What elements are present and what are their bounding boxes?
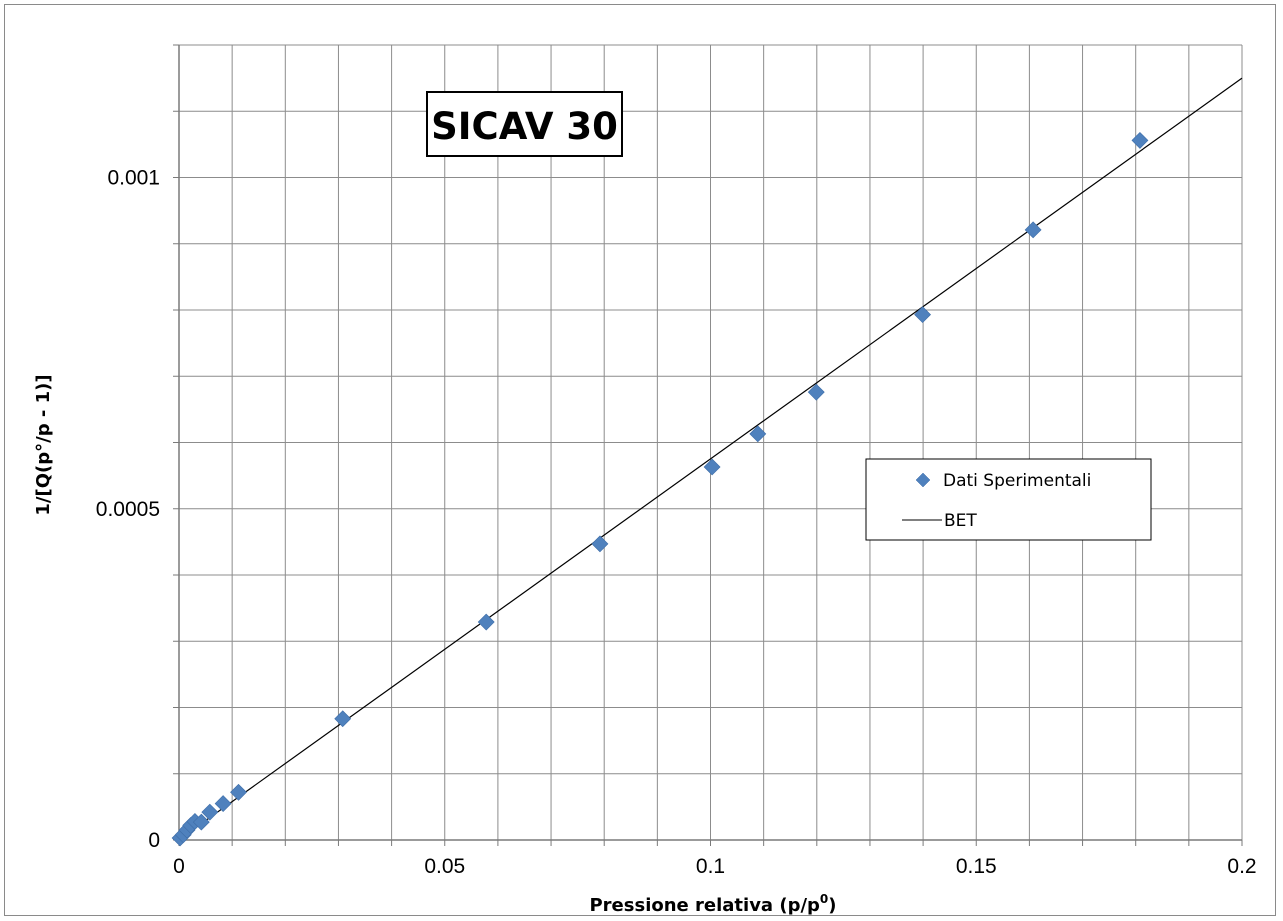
- x-tick-label: 0: [173, 855, 185, 878]
- bet-fit-line: [178, 77, 1243, 841]
- data-point: [914, 306, 931, 324]
- chart-title-box: SICAV 30: [426, 91, 623, 157]
- data-point: [192, 813, 210, 831]
- series: [171, 77, 1243, 847]
- y-axis-title: 1/[Q(p°/p - 1)]: [33, 374, 54, 515]
- legend-item-experimental: Dati Sperimentali: [915, 471, 1091, 491]
- data-point: [230, 783, 247, 801]
- legend-item-bet: BET: [902, 511, 977, 531]
- legend-label-bet: BET: [944, 511, 977, 531]
- chart-title: SICAV 30: [431, 105, 618, 148]
- plot-svg: 0 0.05 0.1 0.15 0.2 0 0.0005 0.001 SICAV 30 1/…: [33, 44, 1257, 916]
- x-tick-label: 0.05: [424, 855, 465, 878]
- data-point: [334, 710, 352, 728]
- x-axis-title-main: Pressione relativa (p/p: [589, 895, 820, 916]
- plot-area: 0 0.05 0.1 0.15 0.2 0 0.0005 0.001: [96, 44, 1257, 878]
- chart-frame: 0 0.05 0.1 0.15 0.2 0 0.0005 0.001 SICAV 30 1/…: [4, 4, 1276, 916]
- data-point: [591, 535, 609, 553]
- legend-box: [865, 458, 1152, 541]
- y-tick-label: 0.001: [107, 167, 160, 190]
- x-axis-title-suffix: ): [828, 895, 836, 916]
- x-axis-ticks: 0 0.05 0.1 0.15 0.2: [173, 840, 1257, 878]
- legend: Dati Sperimentali BET: [865, 458, 1152, 541]
- data-point: [201, 803, 219, 821]
- legend-marker-diamond: [915, 472, 931, 488]
- data-point: [807, 383, 825, 401]
- x-tick-label: 0.2: [1227, 855, 1256, 878]
- x-axis-title: Pressione relativa (p/p0): [589, 892, 836, 916]
- y-axis-ticks: 0 0.0005 0.001: [96, 44, 179, 852]
- y-tick-label: 0.0005: [96, 498, 160, 521]
- data-point: [703, 458, 721, 476]
- data-point: [749, 425, 767, 443]
- x-tick-label: 0.15: [956, 855, 997, 878]
- data-point: [1131, 131, 1149, 149]
- data-point: [477, 613, 495, 631]
- data-point: [214, 795, 232, 812]
- x-axis-title-superscript: 0: [820, 892, 828, 906]
- y-tick-label: 0: [148, 829, 160, 852]
- legend-label-experimental: Dati Sperimentali: [943, 471, 1091, 491]
- data-point: [1024, 221, 1042, 239]
- x-tick-label: 0.1: [696, 855, 725, 878]
